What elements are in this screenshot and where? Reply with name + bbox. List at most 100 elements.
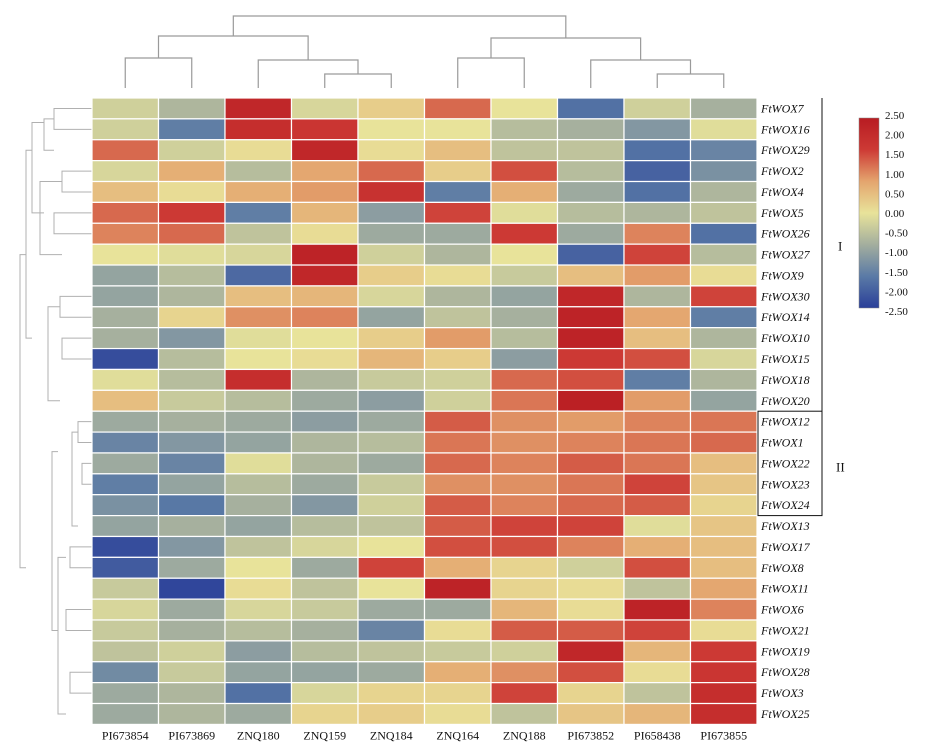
heatmap-cell — [357, 431, 426, 454]
heatmap-cell — [91, 431, 160, 454]
heatmap-cell — [157, 431, 226, 454]
row-dendrogram — [19, 107, 92, 715]
heatmap-cell — [556, 598, 625, 621]
heatmap-cell — [357, 452, 426, 475]
heatmap-cell — [623, 410, 692, 433]
heatmap-cell — [157, 139, 226, 162]
group-label: I — [838, 239, 842, 254]
heatmap-cell — [689, 682, 758, 705]
column-label: ZNQ184 — [370, 728, 413, 742]
colorbar-bar — [858, 117, 880, 309]
heatmap-cell — [490, 327, 559, 350]
heatmap-cell — [689, 619, 758, 642]
heatmap-cell — [157, 243, 226, 266]
heatmap-cell — [623, 577, 692, 600]
heatmap-cell — [224, 682, 293, 705]
colorbar-tick-label: 2.50 — [885, 110, 905, 122]
heatmap-cell — [357, 577, 426, 600]
heatmap-cell — [290, 514, 359, 538]
heatmap-cell — [556, 285, 625, 308]
heatmap-cell — [423, 577, 492, 600]
column-dendrogram-branch — [124, 57, 193, 88]
column-label: ZNQ164 — [436, 728, 479, 742]
heatmap-cell — [290, 452, 359, 475]
heatmap-cell — [423, 702, 492, 726]
heatmap-cell — [689, 598, 758, 621]
heatmap-cell — [689, 410, 758, 433]
heatmap-cell — [689, 347, 758, 371]
heatmap-cell — [91, 201, 160, 224]
column-label: ZNQ159 — [303, 728, 346, 742]
row-dendrogram-branch — [47, 306, 60, 402]
heatmap-cell — [91, 702, 160, 726]
heatmap-cell — [224, 598, 293, 621]
row-label: FtWOX1 — [760, 436, 804, 450]
heatmap-cell — [556, 431, 625, 454]
heatmap-cell — [623, 514, 692, 538]
heatmap-cell — [157, 640, 226, 663]
heatmap-cell — [91, 264, 160, 287]
heatmap-cell — [423, 473, 492, 496]
heatmap-cell — [623, 97, 692, 120]
heatmap-cell — [357, 368, 426, 391]
heatmap-cell — [357, 264, 426, 287]
heatmap-cell — [623, 118, 692, 141]
row-label: FtWOX26 — [760, 227, 810, 241]
heatmap-cell — [157, 180, 226, 204]
heatmap-cell — [556, 619, 625, 642]
heatmap-cell — [91, 243, 160, 266]
heatmap-cell — [423, 452, 492, 475]
heatmap-cell — [91, 285, 160, 308]
row-label: FtWOX6 — [760, 603, 804, 617]
heatmap-cell — [91, 556, 160, 579]
column-label: PI673855 — [700, 728, 747, 742]
heatmap-cell — [357, 682, 426, 705]
heatmap-cell — [689, 473, 758, 496]
heatmap-cell — [290, 201, 359, 224]
heatmap-cell — [623, 306, 692, 329]
heatmap-cell — [490, 473, 559, 496]
heatmap-cell — [689, 139, 758, 162]
heatmap-cell — [556, 180, 625, 204]
heatmap-cell — [91, 139, 160, 162]
heatmap-cell — [91, 180, 160, 204]
heatmap-cell — [689, 97, 758, 120]
heatmap-cell — [357, 118, 426, 141]
heatmap-cell — [556, 306, 625, 329]
heatmap-cell — [623, 598, 692, 621]
row-dendrogram-branch — [61, 170, 92, 193]
heatmap-cell — [91, 327, 160, 350]
heatmap-cell — [157, 264, 226, 287]
heatmap-cell — [91, 619, 160, 642]
row-label: FtWOX30 — [760, 289, 810, 303]
column-label: ZNQ180 — [237, 728, 280, 742]
heatmap-cell — [224, 327, 293, 350]
heatmap-cell — [157, 327, 226, 350]
heatmap-cell — [290, 222, 359, 245]
column-dendrogram-branch — [656, 73, 725, 88]
heatmap-cell — [357, 285, 426, 308]
row-label: FtWOX20 — [760, 394, 810, 408]
heatmap-cell — [157, 682, 226, 705]
row-label: FtWOX28 — [760, 665, 810, 679]
heatmap-cell — [290, 347, 359, 371]
heatmap-cell — [224, 347, 293, 371]
heatmap-cell — [490, 452, 559, 475]
heatmap-cell — [423, 389, 492, 412]
heatmap-cell — [423, 97, 492, 120]
heatmap-cell — [224, 577, 293, 600]
heatmap-cell — [290, 682, 359, 705]
heatmap-cell — [556, 640, 625, 663]
row-label: FtWOX3 — [760, 686, 804, 700]
heatmap-cell — [689, 577, 758, 600]
heatmap-cell — [689, 264, 758, 287]
heatmap-cell — [689, 431, 758, 454]
heatmap-cell — [224, 556, 293, 579]
heatmap-cell — [623, 347, 692, 371]
heatmap-cell — [689, 389, 758, 412]
heatmap-cell — [689, 306, 758, 329]
heatmap-cell — [290, 410, 359, 433]
heatmap-cell — [357, 410, 426, 433]
row-label: FtWOX9 — [760, 268, 804, 282]
heatmap-cell — [490, 97, 559, 120]
